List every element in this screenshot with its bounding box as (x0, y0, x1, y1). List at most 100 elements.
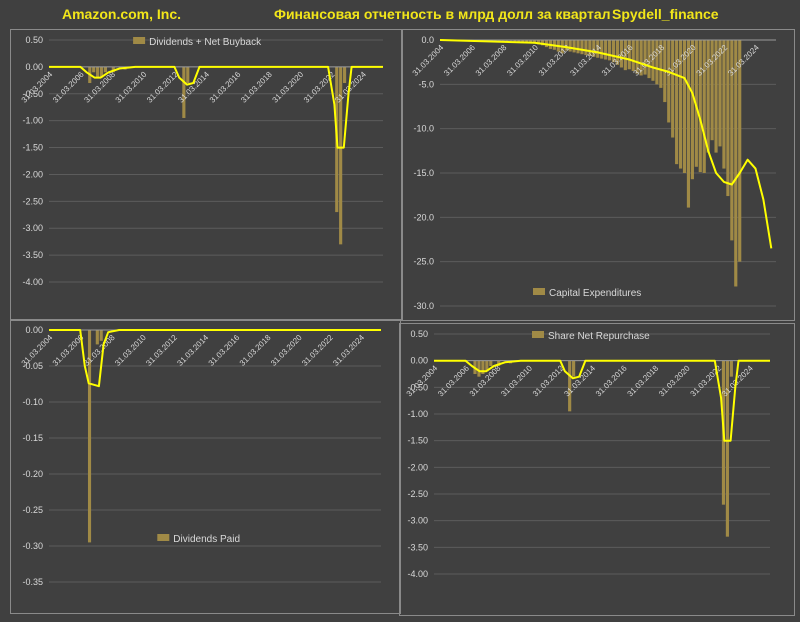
dividends-paid-chart: 0.00-0.05-0.10-0.15-0.20-0.25-0.30-0.353… (11, 320, 402, 615)
bar (604, 40, 607, 60)
bar (580, 40, 583, 54)
y-tick-label: 0.00 (25, 62, 43, 72)
y-tick-label: -2.50 (22, 196, 43, 206)
x-tick-label: 31.03.2010 (114, 70, 149, 105)
legend-label: Capital Expenditures (549, 288, 641, 299)
company-name: Amazon.com, Inc. (62, 6, 181, 22)
bar (573, 40, 576, 52)
y-tick-label: -4.00 (407, 569, 428, 579)
x-tick-label: 31.03.2018 (626, 363, 661, 398)
bar (699, 40, 702, 172)
y-tick-label: -1.00 (22, 116, 43, 126)
bar (691, 40, 694, 179)
source-label: Spydell_finance (612, 6, 719, 22)
bar (96, 330, 99, 344)
bar (100, 330, 103, 341)
bar (726, 40, 729, 196)
x-tick-label: 31.03.2012 (144, 333, 179, 368)
x-tick-label: 31.03.2020 (269, 333, 304, 368)
y-tick-label: -3.00 (22, 223, 43, 233)
y-tick-label: -5.0 (418, 79, 434, 89)
y-tick-label: -2.00 (22, 169, 43, 179)
legend-swatch (533, 288, 545, 295)
y-tick-label: 0.50 (25, 35, 43, 45)
bar (576, 40, 579, 53)
legend-swatch (133, 37, 145, 44)
bar (104, 67, 107, 72)
x-tick-label: 31.03.2006 (442, 43, 477, 78)
bar (608, 40, 611, 60)
y-tick-label: -0.20 (22, 469, 43, 479)
y-tick-label: 0.00 (25, 325, 43, 335)
y-tick-label: -0.10 (22, 397, 43, 407)
y-tick-label: 0.00 (410, 356, 428, 366)
bar (489, 361, 492, 366)
y-tick-label: -20.0 (413, 212, 434, 222)
x-tick-label: 31.03.2018 (238, 333, 273, 368)
y-tick-label: -15.0 (413, 168, 434, 178)
bar (687, 40, 690, 208)
bar (738, 40, 741, 262)
y-tick-label: 0.50 (410, 329, 428, 339)
y-tick-label: -0.25 (22, 505, 43, 515)
x-tick-label: 31.03.2010 (505, 43, 540, 78)
x-tick-label: 31.03.2012 (145, 70, 180, 105)
bar (671, 40, 674, 138)
y-tick-label: -4.00 (22, 277, 43, 287)
y-tick-label: -3.50 (407, 542, 428, 552)
x-tick-label: 31.03.2008 (82, 70, 117, 105)
y-tick-label: -2.00 (407, 462, 428, 472)
y-tick-label: 0.0 (421, 35, 434, 45)
y-tick-label: -1.00 (407, 409, 428, 419)
bar (186, 67, 189, 83)
x-tick-label: 31.03.2024 (331, 333, 366, 368)
dividends-net-buyback-chart: 0.500.00-0.50-1.00-1.50-2.00-2.50-3.00-3… (11, 30, 404, 322)
x-tick-label: 31.03.2008 (474, 43, 509, 78)
x-tick-label: 31.03.2022 (300, 333, 335, 368)
x-tick-label: 31.03.2006 (51, 70, 86, 105)
bar (667, 40, 670, 122)
x-tick-label: 31.03.2020 (657, 363, 692, 398)
y-tick-label: -25.0 (413, 257, 434, 267)
y-tick-label: -1.50 (22, 143, 43, 153)
x-tick-label: 31.03.2014 (176, 70, 211, 105)
bar (734, 40, 737, 286)
report-title: Финансовая отчетность в млрд долл за ква… (274, 6, 611, 22)
legend-swatch (157, 534, 169, 541)
bar (477, 361, 480, 377)
x-tick-label: 31.03.2008 (82, 333, 117, 368)
y-tick-label: -0.15 (22, 433, 43, 443)
x-tick-label: 31.03.2010 (113, 333, 148, 368)
x-tick-label: 31.03.2004 (20, 70, 55, 105)
share-net-repurchase-chart: 0.500.00-0.50-1.00-1.50-2.00-2.50-3.00-3… (400, 324, 796, 617)
bar (722, 40, 725, 169)
legend-label: Dividends Paid (173, 534, 240, 545)
y-tick-label: -1.50 (407, 436, 428, 446)
y-tick-label: -0.35 (22, 577, 43, 587)
x-tick-label: 31.03.2004 (411, 43, 446, 78)
x-tick-label: 31.03.2012 (531, 363, 566, 398)
bar (572, 361, 575, 377)
x-tick-label: 31.03.2006 (436, 363, 471, 398)
x-tick-label: 31.03.2016 (594, 363, 629, 398)
bar (730, 361, 733, 377)
bar (96, 67, 99, 78)
legend-swatch (532, 331, 544, 338)
legend-label: Share Net Repurchase (548, 331, 650, 342)
x-tick-label: 31.03.2018 (239, 70, 274, 105)
y-tick-label: -30.0 (413, 301, 434, 311)
y-tick-label: -0.30 (22, 541, 43, 551)
bar (343, 67, 346, 83)
x-tick-label: 31.03.2014 (562, 363, 597, 398)
x-tick-label: 31.03.2020 (271, 70, 306, 105)
x-tick-label: 31.03.2014 (175, 333, 210, 368)
x-tick-label: 31.03.2004 (405, 363, 440, 398)
x-tick-label: 31.03.2016 (207, 333, 242, 368)
y-tick-label: -2.50 (407, 489, 428, 499)
x-tick-label: 31.03.2010 (499, 363, 534, 398)
legend-label: Dividends + Net Buyback (149, 37, 262, 48)
